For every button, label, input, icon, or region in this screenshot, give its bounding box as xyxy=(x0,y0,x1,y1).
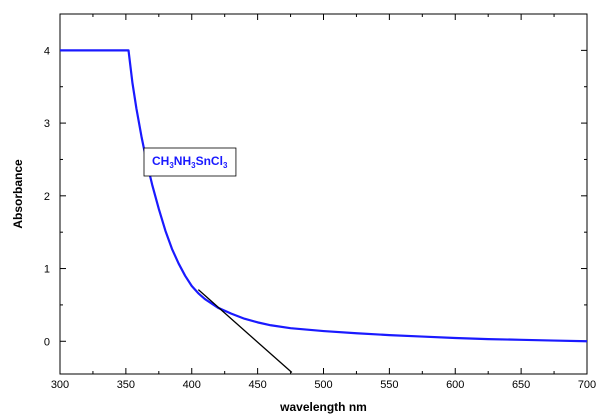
series-layer xyxy=(60,49,588,374)
x-tick-label: 300 xyxy=(51,379,69,391)
legend-text-part: CH xyxy=(152,154,169,168)
legend-subscript: 3 xyxy=(223,161,228,170)
y-tick-label: 3 xyxy=(44,118,50,130)
legend-subscript: 3 xyxy=(169,161,174,170)
x-tick-label: 650 xyxy=(512,379,530,391)
x-tick-label: 350 xyxy=(117,379,135,391)
legend-text-part: NH xyxy=(174,154,191,168)
ticks-layer xyxy=(59,14,588,374)
y-tick-label: 4 xyxy=(44,45,50,57)
y-tick-label: 1 xyxy=(44,264,50,276)
y-tick-label: 0 xyxy=(44,336,50,348)
x-tick-label: 700 xyxy=(578,379,596,391)
legend-box xyxy=(143,147,237,177)
x-axis-title: wavelength nm xyxy=(279,400,367,414)
legend: CH3NH3SnCl3 xyxy=(143,147,237,177)
tangent-line xyxy=(197,289,293,374)
legend-label: CH3NH3SnCl3 xyxy=(152,154,228,170)
tick-labels-layer: 300 350 400 450 500 550 600 650 700 0 1 2 3 4 xyxy=(44,45,596,391)
x-tick-label: 500 xyxy=(314,379,332,391)
y-axis-title: Absorbance xyxy=(11,159,25,229)
y-tick-label: 2 xyxy=(44,191,50,203)
series-line xyxy=(60,49,588,343)
plot-frame xyxy=(59,13,588,375)
legend-subscript: 3 xyxy=(191,161,196,170)
x-tick-label: 450 xyxy=(248,379,266,391)
x-tick-label: 600 xyxy=(446,379,464,391)
x-tick-label: 400 xyxy=(183,379,201,391)
x-tick-label: 550 xyxy=(380,379,398,391)
legend-text-part: SnCl xyxy=(196,154,223,168)
